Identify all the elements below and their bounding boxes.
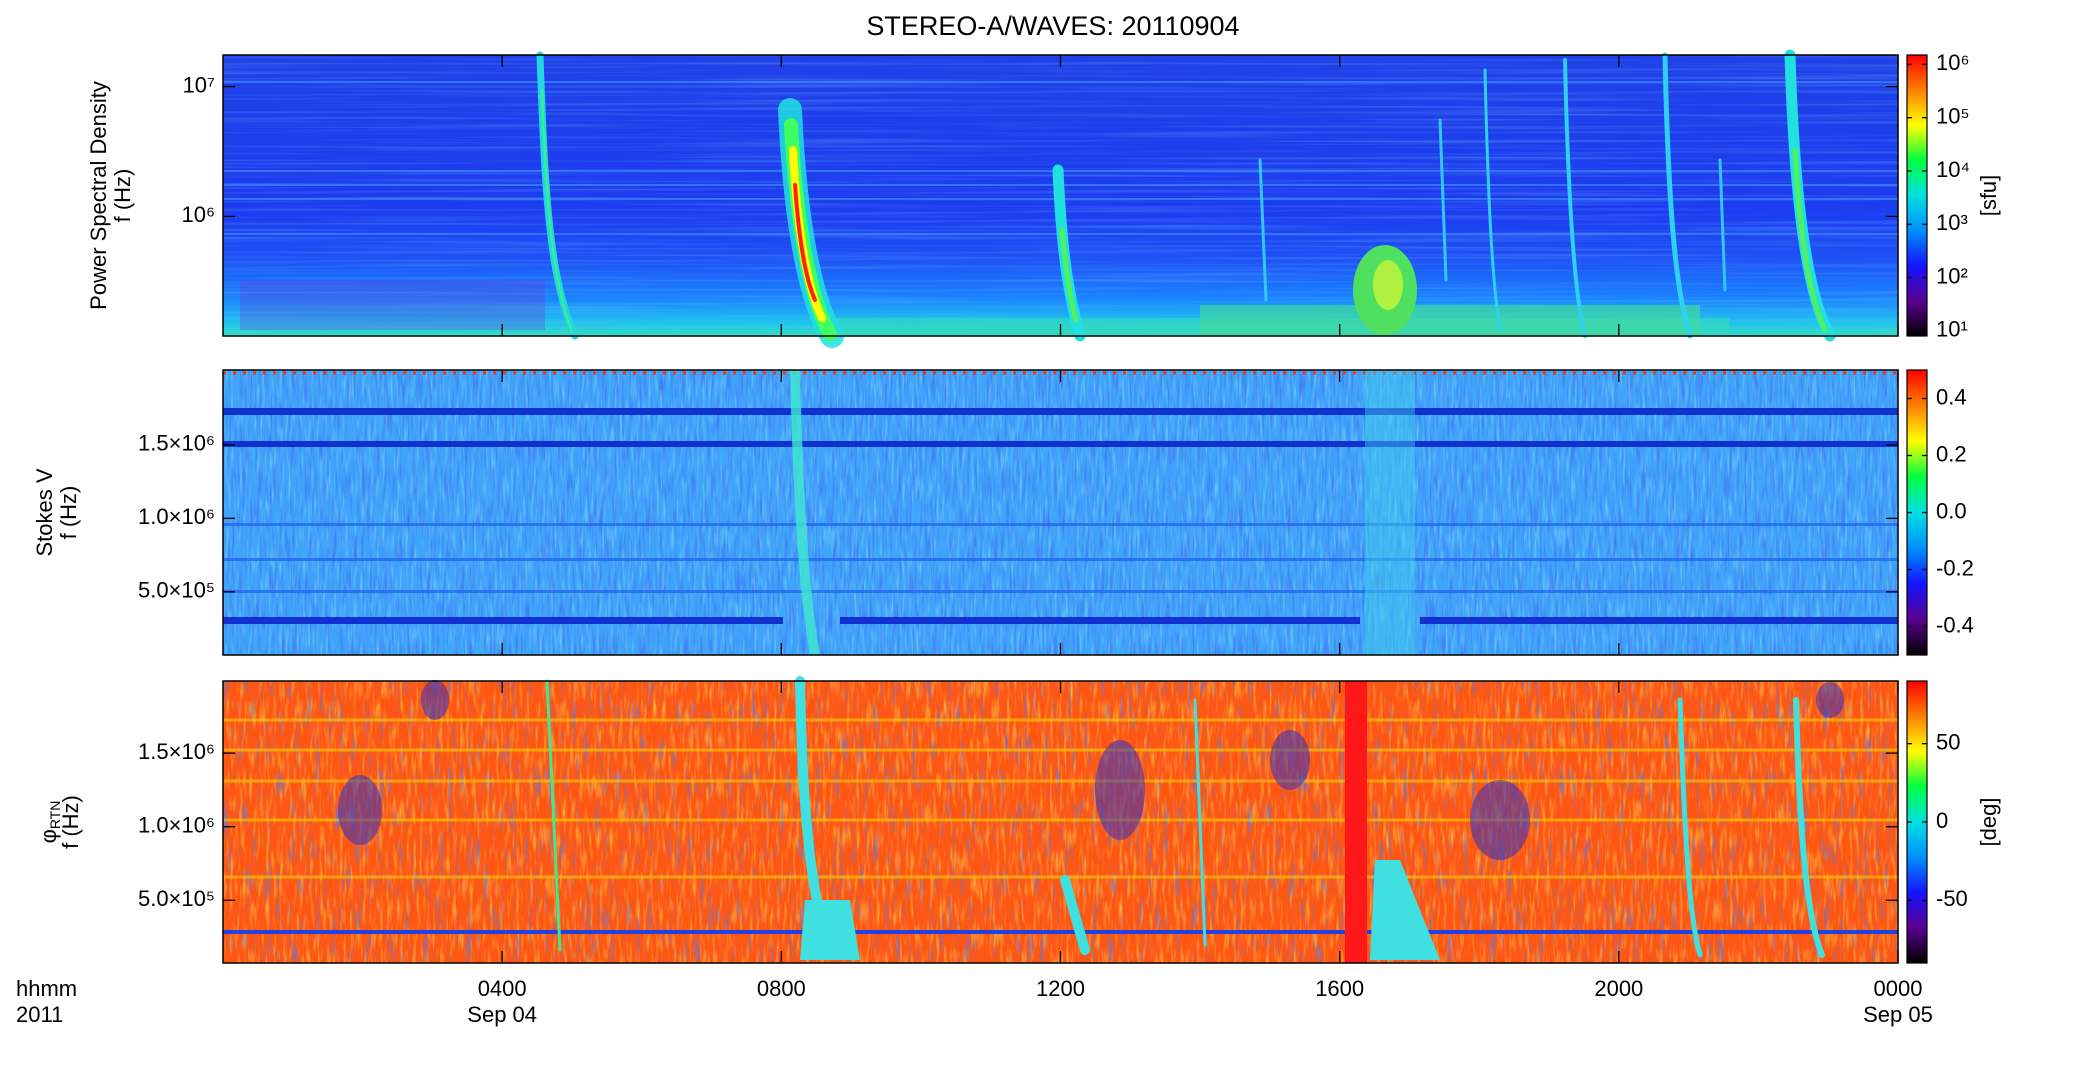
y-axis-title-text: f (Hz): [58, 795, 83, 849]
y-axis-title: Stokes V: [32, 468, 57, 556]
image-patch: [1345, 681, 1367, 963]
y-axis-title-text: φ: [36, 829, 61, 843]
image-lines: [223, 718, 1898, 879]
y-tick-label: 10⁷: [183, 72, 215, 97]
colorbar-tick-label: 10³: [1936, 210, 1968, 235]
image-patch: [240, 280, 545, 330]
year-label: 2011: [16, 1002, 63, 1027]
colorbar-tick-label: 10²: [1936, 263, 1968, 288]
x-date-label: Sep 05: [1863, 1002, 1933, 1027]
image-blob: [1370, 860, 1440, 960]
image-patches: [338, 680, 1844, 860]
colorbar-tick-label: 0.4: [1936, 384, 1967, 409]
x-date-label: Sep 04: [467, 1002, 537, 1027]
image-noise: [223, 681, 1898, 963]
image-lines: [223, 523, 1898, 593]
y-tick-label: 1.5×10⁶: [138, 739, 215, 764]
spectrogram-image: [223, 676, 1898, 963]
x-tick-label: 1200: [1036, 976, 1085, 1001]
y-tick-label: 1.0×10⁶: [138, 504, 215, 529]
image-blob: [800, 900, 860, 960]
colorbar-tick-label: 10¹: [1936, 317, 1968, 342]
colorbar-tick-label: 10⁵: [1936, 103, 1970, 128]
colorbar-tick-label: 10⁶: [1936, 50, 1970, 75]
colorbar-label: [deg]: [1976, 798, 2001, 847]
y-axis-title-text: f (Hz): [56, 486, 81, 540]
y-axis-title-text: f (Hz): [110, 169, 135, 223]
colorbar-tick-label: 0.0: [1936, 498, 1967, 523]
y-tick-label: 10⁶: [181, 202, 215, 227]
y-axis-title-sub: RTN: [47, 801, 63, 830]
image-bursts: [536, 49, 1836, 348]
colorbar-tick-label: -0.2: [1936, 555, 1974, 580]
y-axis-title: Power Spectral Density: [86, 81, 111, 310]
image-blob: [1373, 260, 1403, 310]
y-axis-title-text: Power Spectral Density: [86, 81, 111, 310]
colorbar-tick-label: -0.4: [1936, 612, 1974, 637]
x-axis-label: hhmm: [16, 976, 77, 1001]
y-axis-title: φRTN: [36, 801, 63, 844]
colorbar: [1906, 54, 1928, 337]
x-tick-label: 2000: [1594, 976, 1643, 1001]
y-tick-label: 5.0×10⁵: [138, 578, 215, 603]
image-lines: [223, 408, 1898, 624]
y-tick-label: 1.5×10⁶: [138, 431, 215, 456]
y-axis-title-text: Stokes V: [32, 468, 57, 556]
y-axis-title: f (Hz): [56, 486, 81, 540]
x-tick-label: 1600: [1315, 976, 1364, 1001]
y-tick-label: 1.0×10⁶: [138, 813, 215, 838]
image-floor: [1200, 305, 1700, 336]
chart-title: STEREO-A/WAVES: 20110904: [866, 11, 1239, 41]
axes-layer: STEREO-A/WAVES: 20110904 hhmm 2011 10⁶ 10…: [16, 11, 2001, 1027]
y-axis-title: f (Hz): [110, 169, 135, 223]
x-tick-label: 0800: [757, 976, 806, 1001]
image-bursts: [790, 369, 820, 656]
colorbar-label: [sfu]: [1976, 175, 2001, 217]
y-tick-label: 5.0×10⁵: [138, 886, 215, 911]
y-axis-title: f (Hz): [58, 795, 83, 849]
spectrogram-image: [223, 369, 1898, 656]
image-noise: [223, 370, 1898, 655]
image-patch: [1365, 370, 1415, 655]
spectrogram-image: [223, 49, 1898, 348]
colorbar-tick-label: 0: [1936, 808, 1948, 833]
x-tick-label: 0000: [1874, 976, 1923, 1001]
x-tick-label: 0400: [478, 976, 527, 1001]
colorbar-tick-label: 10⁴: [1936, 157, 1970, 182]
colorbar-tick-label: 50: [1936, 729, 1960, 754]
colorbar-tick-label: 0.2: [1936, 441, 1967, 466]
colorbar-tick-label: -50: [1936, 886, 1968, 911]
